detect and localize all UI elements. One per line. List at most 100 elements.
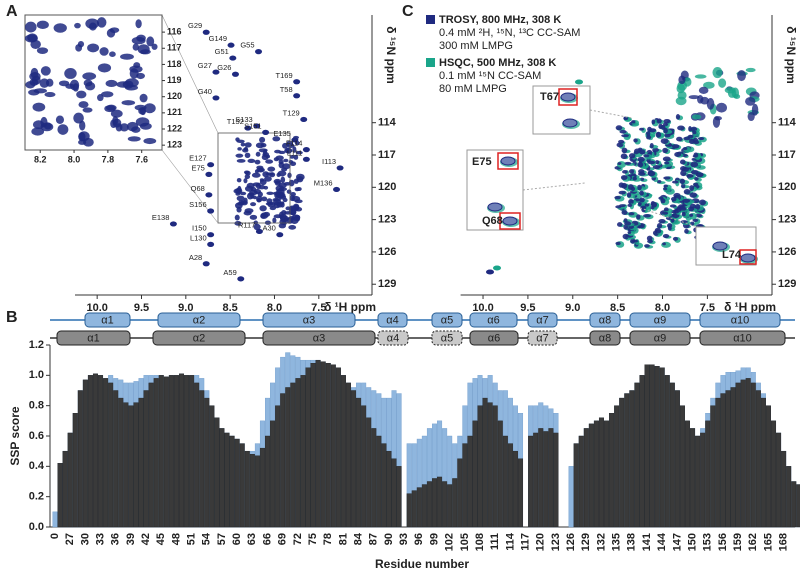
y-tick-label: 1.0 [29, 369, 44, 381]
cloud-peak [624, 221, 632, 226]
cloud-peak [234, 214, 240, 221]
bar [755, 390, 761, 528]
cloud-peak [236, 195, 245, 202]
cloud-peak [255, 151, 261, 157]
bar [168, 375, 174, 528]
inset-peak [109, 51, 116, 57]
inset-peak [121, 100, 136, 106]
y-tick-label: 0.0 [29, 521, 44, 533]
cloud-peak [716, 102, 728, 113]
cloud-peak [622, 170, 628, 174]
bar [654, 366, 660, 528]
x-axis-label: δ ¹H ppm [324, 300, 376, 314]
cloud-peak [655, 229, 662, 234]
inset-y-tick-label: 118 [167, 59, 182, 69]
inset-peak [78, 101, 89, 109]
cloud-peak [683, 146, 688, 151]
bar [432, 478, 438, 528]
cloud-peak [265, 159, 274, 164]
bar [345, 382, 351, 528]
cloud-peak [256, 195, 263, 203]
cloud-peak [290, 217, 299, 224]
cloud-peak [700, 96, 710, 105]
bar [396, 466, 402, 528]
cloud-peak [254, 169, 259, 174]
cloud-peak [630, 186, 636, 192]
cloud-peak [252, 195, 257, 200]
bar [148, 382, 154, 528]
helix [527, 330, 558, 346]
cloud-peak [289, 205, 296, 211]
peak [212, 95, 220, 101]
bar [270, 420, 276, 528]
bar [604, 420, 610, 528]
bar [224, 432, 230, 528]
inset-peak [44, 91, 56, 98]
peak-label: G51 [215, 47, 229, 56]
cloud-peak [235, 153, 244, 158]
peak-label: A59 [223, 268, 236, 277]
peak [336, 165, 344, 171]
peak [205, 171, 213, 177]
peak-label: I150 [192, 224, 207, 233]
bar [163, 376, 169, 528]
peak-label: L111 [287, 148, 303, 157]
bar [371, 428, 377, 528]
inset-peak [105, 79, 118, 87]
y-tick-label: 114 [378, 117, 397, 129]
callout-peak [740, 253, 756, 263]
peak [237, 276, 245, 282]
x-tick-label: 75 [307, 533, 319, 545]
cloud-peak [251, 172, 261, 178]
bar [598, 417, 604, 528]
x-tick-label: 9.5 [520, 302, 535, 314]
cloud-peak [259, 205, 267, 212]
peak-label: T129 [283, 108, 300, 117]
bar [538, 428, 544, 528]
cloud-peak [712, 66, 723, 79]
peak-label: E135 [273, 129, 291, 138]
cloud-peak [646, 135, 652, 140]
bar [588, 423, 594, 528]
cloud-peak [689, 192, 698, 198]
x-tick-label: 33 [94, 533, 106, 545]
cloud-peak [294, 187, 300, 192]
cloud-peak [291, 195, 301, 202]
cloud-peak [493, 265, 501, 271]
x-tick-label: 123 [550, 533, 562, 551]
helix [56, 330, 131, 346]
cloud-peak [678, 75, 686, 85]
cloud-peak [660, 198, 666, 204]
peak-label: S156 [189, 200, 207, 209]
bar [750, 382, 756, 528]
legend-swatch [426, 15, 435, 24]
peak-label: T58 [280, 85, 293, 94]
bar [158, 375, 164, 528]
helix-label: α2 [193, 332, 205, 344]
bar [381, 443, 387, 528]
y-axis-label: SSP score [8, 406, 22, 465]
peak [207, 162, 215, 168]
peak [229, 55, 237, 61]
cloud-peak [687, 134, 694, 139]
cloud-peak [663, 207, 669, 212]
bar [624, 393, 630, 528]
cloud-peak [236, 139, 245, 144]
bar [92, 373, 98, 528]
cloud-peak [259, 136, 266, 143]
bar [715, 397, 721, 528]
cloud-peak [676, 136, 683, 142]
cloud-peak [263, 149, 268, 156]
bar [219, 428, 225, 528]
x-axis-label: Residue number [375, 557, 469, 571]
bar [593, 420, 599, 528]
cloud-peak [676, 83, 685, 94]
legend-label: HSQC, 500 MHz, 308 K [439, 57, 556, 69]
bar [310, 363, 316, 528]
helix [699, 330, 786, 346]
x-tick-label: 117 [519, 533, 531, 551]
helix-label: α10 [733, 332, 752, 344]
cloud-peak [617, 162, 622, 165]
cloud-peak [243, 170, 250, 175]
